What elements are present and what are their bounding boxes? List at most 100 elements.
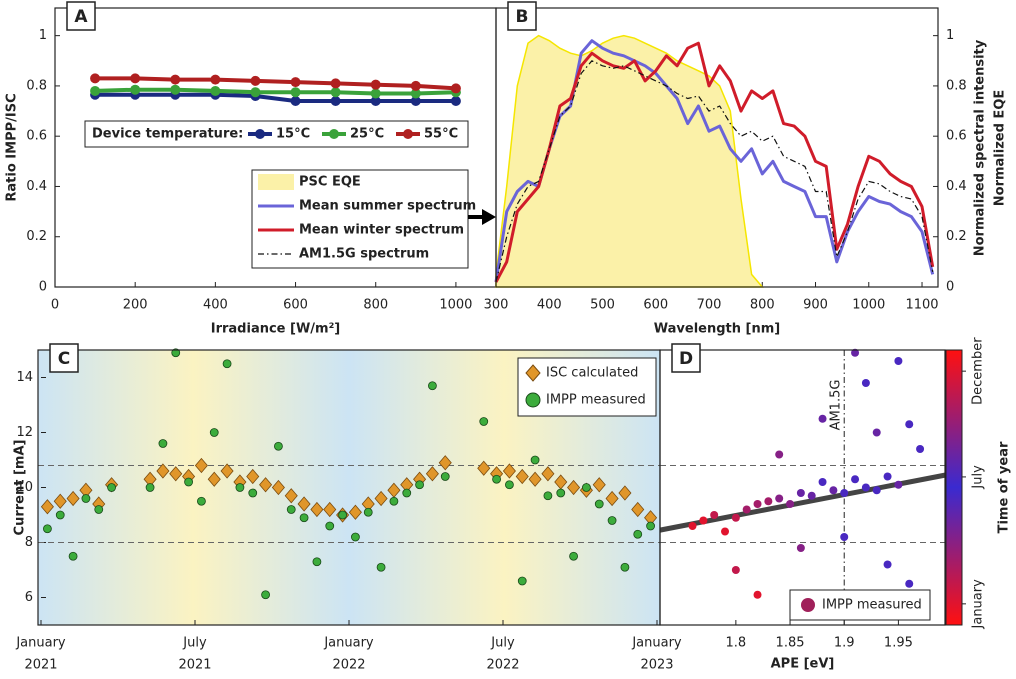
y-tick-label: 0.4 [946, 179, 967, 194]
point [605, 490, 619, 507]
point [515, 468, 529, 485]
x-tick-label: 1.95 [884, 636, 913, 651]
y-tick-label: 14 [16, 370, 33, 385]
x-axis-label: APE [eV] [771, 657, 835, 672]
legend-box [84, 120, 469, 148]
point [290, 87, 301, 98]
point [410, 96, 421, 106]
point [171, 348, 181, 358]
point [220, 463, 234, 479]
point [450, 83, 461, 94]
point [851, 348, 860, 357]
y-tick-label: 1 [946, 28, 954, 43]
point [775, 450, 784, 459]
point [194, 457, 208, 474]
point [646, 521, 655, 531]
y-tick-label: 10 [16, 480, 33, 495]
x-tick-label: 800 [363, 298, 388, 313]
point [170, 84, 181, 95]
point [840, 533, 849, 541]
x-tick-label: 600 [283, 298, 308, 313]
point [130, 84, 141, 95]
y2-axis-label: Normalized EQE [993, 90, 1008, 206]
point [775, 494, 784, 503]
point [210, 74, 221, 85]
y-tick-label: 0.8 [946, 78, 967, 93]
point [818, 414, 827, 423]
point [631, 501, 645, 518]
point [284, 488, 298, 504]
point [90, 85, 101, 96]
x-tick-label: 600 [643, 298, 668, 313]
point [556, 488, 566, 498]
y-axis-label: Current [mA] [13, 440, 28, 536]
point [299, 513, 309, 523]
point [753, 500, 762, 508]
point [297, 496, 311, 512]
point [477, 460, 491, 476]
point [594, 499, 604, 509]
x-tick-sublabel: 2022 [486, 658, 519, 673]
colorbar [945, 349, 963, 626]
point [66, 490, 80, 507]
x-tick-label: 1.8 [726, 636, 747, 651]
point [829, 486, 838, 495]
point [753, 590, 762, 599]
point [209, 428, 219, 437]
legend-label: ISC calculated [546, 366, 638, 381]
point [569, 551, 578, 561]
x-tick-label: 700 [697, 298, 722, 313]
y-tick-label: 0.6 [26, 129, 47, 144]
point [415, 480, 424, 490]
legend-marker [329, 129, 339, 139]
y-tick-label: 0.2 [946, 229, 967, 244]
point [688, 522, 697, 530]
y-tick-label: 0 [39, 280, 47, 295]
point [286, 505, 296, 514]
point [620, 562, 630, 572]
point [543, 491, 553, 501]
legend-box [517, 357, 657, 417]
point [271, 479, 285, 496]
point [517, 576, 527, 586]
point [807, 491, 816, 500]
point [731, 566, 740, 574]
y-tick-label: 8 [25, 535, 33, 550]
plot-frame [659, 349, 946, 626]
point [68, 551, 78, 561]
point [330, 87, 341, 98]
point [376, 562, 386, 572]
x-tick-label: January [15, 636, 66, 651]
point [479, 417, 489, 426]
x-tick-label: 1.85 [776, 636, 805, 651]
point [246, 468, 260, 485]
point [250, 75, 261, 86]
colorbar-tick-label: July [971, 465, 986, 490]
point [528, 471, 542, 487]
point [872, 428, 881, 437]
point [310, 501, 324, 518]
y-tick-label: 12 [16, 425, 33, 440]
point [438, 455, 452, 471]
colorbar-tick-label: December [971, 337, 986, 405]
legend-label: IMPP measured [822, 598, 922, 613]
line [495, 60, 934, 283]
point [222, 359, 232, 369]
legend-marker [801, 598, 815, 612]
panel-label: D [679, 349, 693, 369]
point [261, 590, 270, 600]
panel-label-box [507, 1, 537, 31]
point [348, 504, 362, 520]
panel-label-box [66, 1, 96, 31]
point [158, 439, 168, 448]
point [248, 488, 258, 498]
x-tick-label: January [631, 636, 682, 651]
x-tick-label: 1000 [439, 298, 472, 313]
legend-label: Mean winter spectrum [299, 223, 464, 238]
x-tick-label: 0 [51, 298, 59, 313]
x-tick-label: 500 [590, 298, 615, 313]
point [410, 80, 421, 91]
point [130, 73, 141, 84]
point [389, 496, 399, 506]
